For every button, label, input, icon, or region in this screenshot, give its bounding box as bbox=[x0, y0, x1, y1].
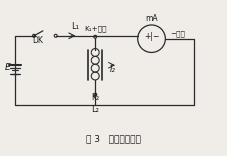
Circle shape bbox=[138, 25, 165, 52]
Text: mA: mA bbox=[145, 14, 158, 23]
Circle shape bbox=[94, 93, 97, 96]
Text: L₁: L₁ bbox=[72, 22, 79, 31]
Text: K₁+端子: K₁+端子 bbox=[84, 26, 106, 32]
Circle shape bbox=[32, 34, 35, 37]
Text: 图 3   直流法接线图: 图 3 直流法接线图 bbox=[86, 134, 141, 143]
Circle shape bbox=[94, 35, 97, 38]
Text: DK: DK bbox=[32, 36, 43, 45]
Text: K₂: K₂ bbox=[91, 93, 99, 102]
Circle shape bbox=[54, 34, 57, 37]
Text: E: E bbox=[4, 63, 10, 72]
Text: L₂: L₂ bbox=[91, 105, 99, 114]
Text: İ₂: İ₂ bbox=[110, 65, 116, 74]
Text: −端子: −端子 bbox=[170, 31, 185, 37]
Text: +|−: +|− bbox=[144, 32, 159, 41]
